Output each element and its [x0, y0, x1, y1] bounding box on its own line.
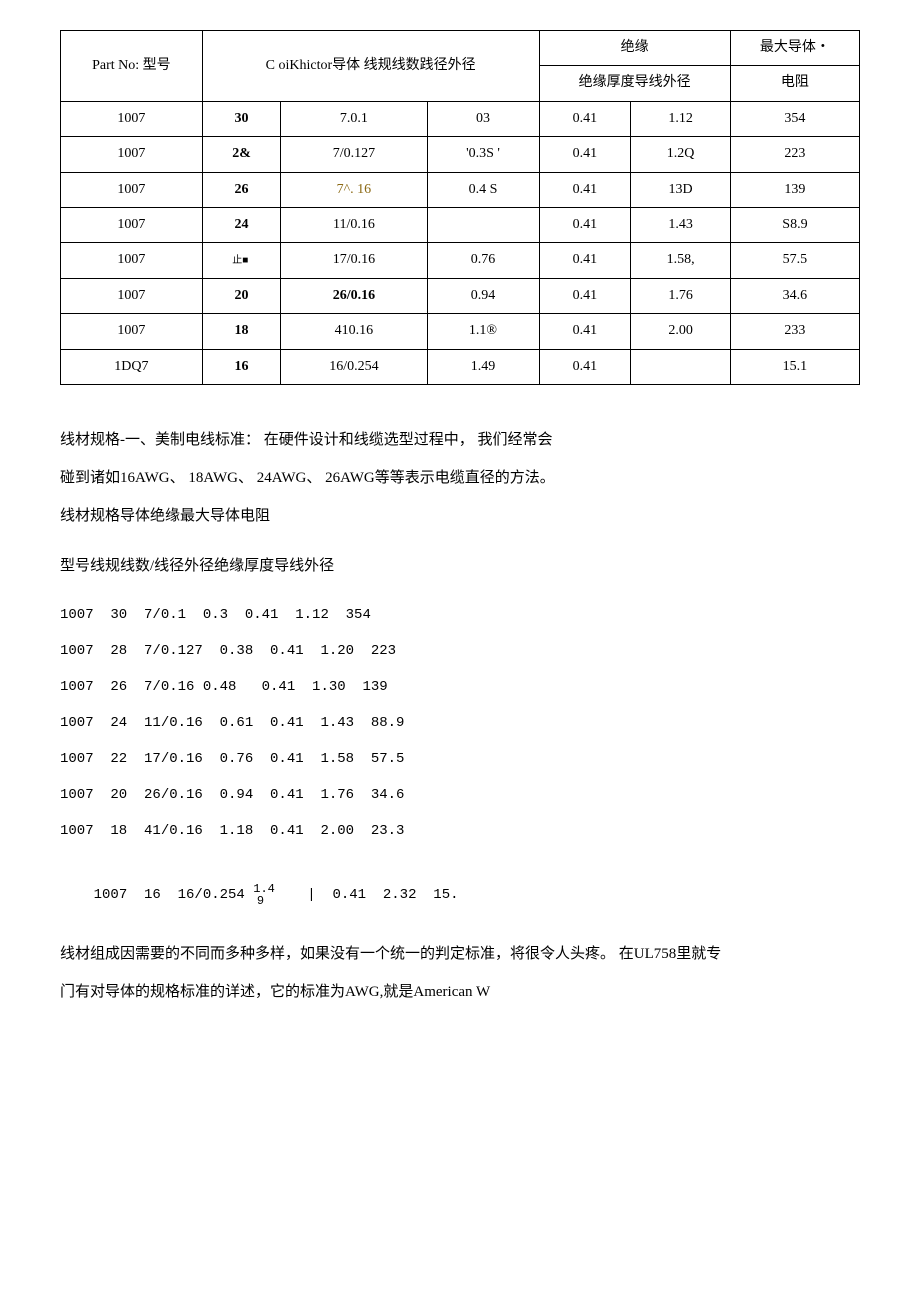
table-row: 1007止■ ­17/0.160.760.411.58,57.5	[61, 243, 860, 278]
cell-gauge: 24	[202, 207, 281, 242]
header-partno: Part No: 型号	[61, 31, 203, 102]
cell-resistance: 34.6	[730, 278, 859, 313]
cell-od2: 1.2Q	[631, 137, 731, 172]
cell-od1: 1.1®	[427, 314, 539, 349]
data-line-special: 1007 16 16/0.254 1.49 | 0.41 2.32 15.	[60, 853, 860, 937]
header-resistance-sub: 电阻	[730, 66, 859, 101]
table-row: 10072026/0.160.940.411.7634.6	[61, 278, 860, 313]
cell-gauge: 30	[202, 101, 281, 136]
cell-gauge: 20	[202, 278, 281, 313]
cell-strand: 7^. 16	[281, 172, 427, 207]
cell-part: 1007	[61, 101, 203, 136]
paragraph: 线材规格-一、美制电线标准： 在硬件设计和线缆选型过程中， 我们经常会	[60, 425, 860, 455]
cell-strand: 17/0.16	[281, 243, 427, 278]
cell-od1: 0.4 S	[427, 172, 539, 207]
cell-od2: 1.12	[631, 101, 731, 136]
cell-resistance: S8.9	[730, 207, 859, 242]
cell-od1: 0.94	[427, 278, 539, 313]
header-insulation-sub: 绝缘厚度导线外径	[539, 66, 730, 101]
header-resistance-top: 最大导体・	[730, 31, 859, 66]
cell-od1: 0.76	[427, 243, 539, 278]
table-row: 1007307.0.1030.411.12354	[61, 101, 860, 136]
table-row: 100718410.161.1®0.412.00233	[61, 314, 860, 349]
cell-od2: 1.76	[631, 278, 731, 313]
cell-resistance: 15.1	[730, 349, 859, 384]
data-line: 1007 24 11/0.16 0.61 0.41 1.43 88.9	[60, 709, 860, 737]
table-row: 1DQ71616/0.2541.490.41 15.1	[61, 349, 860, 384]
paragraph: 线材规格导体绝缘最大导体电阻	[60, 501, 860, 531]
data-lines-block: 1007 30 7/0.1 0.3 0.41 1.12 354 1007 28 7…	[60, 601, 860, 845]
body-text-section: 线材规格-一、美制电线标准： 在硬件设计和线缆选型过程中， 我们经常会 碰到诸如…	[60, 425, 860, 1007]
table-row: 10072&7/0.127'0.3S '0.411.2Q223	[61, 137, 860, 172]
cell-resistance: 223	[730, 137, 859, 172]
cell-insulation: 0.41	[539, 314, 631, 349]
cell-insulation: 0.41	[539, 243, 631, 278]
cell-part: 1007	[61, 314, 203, 349]
cell-od2: 1.58,	[631, 243, 731, 278]
cell-strand: 11/0.16	[281, 207, 427, 242]
cell-od1	[427, 207, 539, 242]
wire-spec-table: Part No: 型号 C oiKhictor导体 线规线数践径外径 绝缘 最大…	[60, 30, 860, 385]
cell-od2: 1.43	[631, 207, 731, 242]
cell-od2: 13D	[631, 172, 731, 207]
cell-gauge: 18	[202, 314, 281, 349]
cell-part: 1DQ7	[61, 349, 203, 384]
cell-part: 1007	[61, 278, 203, 313]
cell-part: 1007	[61, 172, 203, 207]
cell-gauge: 26	[202, 172, 281, 207]
cell-part: 1007	[61, 207, 203, 242]
cell-insulation: 0.41	[539, 278, 631, 313]
cell-resistance: 57.5	[730, 243, 859, 278]
cell-od1: 03	[427, 101, 539, 136]
data-line: 1007 18 41/0.16 1.18 0.41 2.00 23.3	[60, 817, 860, 845]
table-row: 1007267^. 160.4 S0.4113D139	[61, 172, 860, 207]
cell-gauge: 16	[202, 349, 281, 384]
cell-strand: 7/0.127	[281, 137, 427, 172]
cell-od2	[631, 349, 731, 384]
cell-od1: 1.49	[427, 349, 539, 384]
paragraph: 线材组成因需要的不同而多种多样，如果没有一个统一的判定标准，将很令人头疼。 在U…	[60, 939, 860, 969]
paragraph: 型号线规线数/线径外径绝缘厚度导线外径	[60, 551, 860, 581]
data-line: 1007 30 7/0.1 0.3 0.41 1.12 354	[60, 601, 860, 629]
table-row: 10072411/0.16 0.411.43S8.9	[61, 207, 860, 242]
cell-resistance: 233	[730, 314, 859, 349]
data-line: 1007 22 17/0.16 0.76 0.41 1.58 57.5	[60, 745, 860, 773]
cell-part: 1007	[61, 243, 203, 278]
paragraph: 碰到诸如16AWG、 18AWG、 24AWG、 26AWG等等表示电缆直径的方…	[60, 463, 860, 493]
cell-resistance: 354	[730, 101, 859, 136]
cell-strand: 16/0.254	[281, 349, 427, 384]
cell-insulation: 0.41	[539, 101, 631, 136]
cell-insulation: 0.41	[539, 137, 631, 172]
paragraph: 门有对导体的规格标准的详述，它的标准为AWG,就是American W	[60, 977, 860, 1007]
cell-od2: 2.00	[631, 314, 731, 349]
cell-insulation: 0.41	[539, 172, 631, 207]
cell-insulation: 0.41	[539, 349, 631, 384]
cell-gauge: 止■ ­	[202, 243, 281, 278]
cell-strand: 7.0.1	[281, 101, 427, 136]
cell-part: 1007	[61, 137, 203, 172]
cell-gauge: 2&	[202, 137, 281, 172]
data-line: 1007 26 7/0.16 0.48 0.41 1.30 139	[60, 673, 860, 701]
header-insulation-top: 绝缘	[539, 31, 730, 66]
cell-resistance: 139	[730, 172, 859, 207]
header-conductor: C oiKhictor导体 线规线数践径外径	[202, 31, 539, 102]
cell-insulation: 0.41	[539, 207, 631, 242]
data-line: 1007 28 7/0.127 0.38 0.41 1.20 223	[60, 637, 860, 665]
data-line: 1007 20 26/0.16 0.94 0.41 1.76 34.6	[60, 781, 860, 809]
cell-strand: 410.16	[281, 314, 427, 349]
cell-od1: '0.3S '	[427, 137, 539, 172]
cell-strand: 26/0.16	[281, 278, 427, 313]
